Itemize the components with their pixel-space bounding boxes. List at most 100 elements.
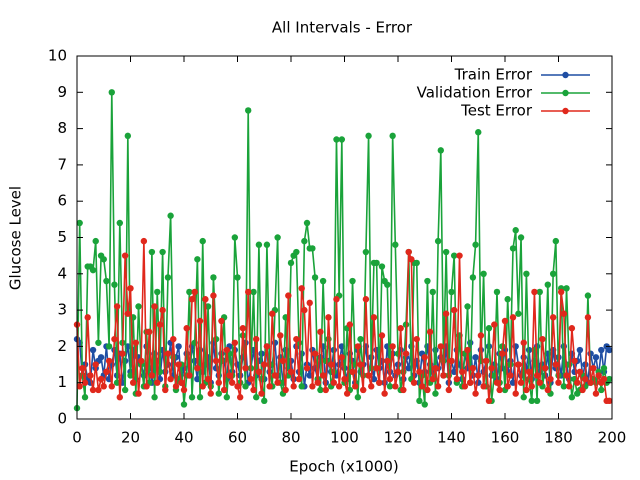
data-point <box>207 390 214 397</box>
data-point <box>429 288 436 296</box>
data-point <box>405 248 412 256</box>
data-point <box>290 383 297 390</box>
data-point <box>480 270 487 277</box>
data-point <box>416 368 423 376</box>
data-point <box>314 379 321 386</box>
data-point <box>170 354 177 361</box>
data-point <box>159 248 166 256</box>
data-point <box>186 372 193 379</box>
data-point <box>576 346 584 354</box>
data-point <box>493 379 501 386</box>
data-point <box>76 219 83 227</box>
data-point <box>517 379 525 386</box>
data-point <box>111 281 118 288</box>
data-point <box>600 375 608 383</box>
data-point <box>226 372 233 379</box>
data-point <box>442 310 450 317</box>
data-point <box>547 375 554 383</box>
data-point <box>239 325 247 332</box>
data-point <box>464 346 471 354</box>
data-point <box>287 368 295 376</box>
data-point <box>448 357 455 365</box>
x-tick-label: 120 <box>384 429 413 447</box>
data-point <box>408 256 415 263</box>
data-point <box>413 259 420 267</box>
data-point <box>483 357 490 365</box>
data-point <box>245 107 252 114</box>
data-point <box>552 237 560 245</box>
data-point <box>338 354 346 361</box>
data-point <box>552 361 560 368</box>
data-point <box>154 379 161 386</box>
data-point <box>218 317 225 325</box>
x-tick-label: 100 <box>330 429 359 447</box>
data-point <box>606 397 613 405</box>
data-point <box>124 310 132 317</box>
data-point <box>108 383 115 390</box>
data-point <box>245 288 252 296</box>
data-point <box>512 227 519 234</box>
data-point <box>261 397 268 405</box>
data-point <box>194 364 201 372</box>
data-point <box>186 288 193 296</box>
data-point <box>496 386 503 394</box>
data-point <box>164 274 172 281</box>
data-point <box>146 328 153 336</box>
data-point <box>488 364 495 372</box>
data-point <box>472 390 479 397</box>
data-point <box>81 394 89 401</box>
data-point <box>108 89 115 96</box>
data-point <box>250 288 257 296</box>
data-point <box>95 386 102 394</box>
data-point <box>148 372 156 379</box>
data-point <box>303 364 311 372</box>
data-point <box>354 394 362 401</box>
data-point <box>253 335 260 343</box>
data-point <box>231 234 239 241</box>
y-tick-label: 0 <box>57 410 67 428</box>
data-point <box>309 383 316 390</box>
data-point <box>475 129 482 136</box>
data-point <box>493 288 501 296</box>
data-point <box>469 274 477 281</box>
data-point <box>386 383 394 390</box>
data-point <box>116 394 124 401</box>
data-point <box>429 375 436 383</box>
data-point <box>81 379 89 386</box>
data-point <box>432 364 439 372</box>
data-point <box>196 317 204 325</box>
data-point <box>563 285 570 292</box>
data-point <box>199 383 206 390</box>
data-point <box>528 397 535 405</box>
data-point <box>333 296 340 303</box>
data-point <box>480 383 487 390</box>
data-point <box>539 335 546 343</box>
data-point <box>413 335 420 343</box>
data-point <box>317 328 324 336</box>
data-point <box>119 350 126 357</box>
data-point <box>105 357 113 365</box>
data-point <box>501 317 509 325</box>
data-point <box>402 350 410 357</box>
data-point <box>469 364 477 372</box>
data-point <box>450 252 458 259</box>
data-point <box>180 401 188 408</box>
data-point <box>199 237 206 245</box>
x-tick-label: 60 <box>228 429 247 447</box>
data-point <box>528 383 535 390</box>
data-point <box>437 147 444 154</box>
data-point <box>263 343 271 350</box>
data-point <box>287 259 295 267</box>
data-point <box>317 386 324 394</box>
data-point <box>202 296 209 303</box>
data-point <box>220 386 228 394</box>
data-point <box>97 354 105 361</box>
data-point <box>293 335 300 343</box>
data-point <box>250 386 257 394</box>
data-point <box>84 314 91 321</box>
data-point <box>421 354 428 361</box>
data-point <box>386 375 394 383</box>
data-point <box>279 357 287 365</box>
data-point <box>376 379 383 386</box>
data-point <box>311 274 319 281</box>
